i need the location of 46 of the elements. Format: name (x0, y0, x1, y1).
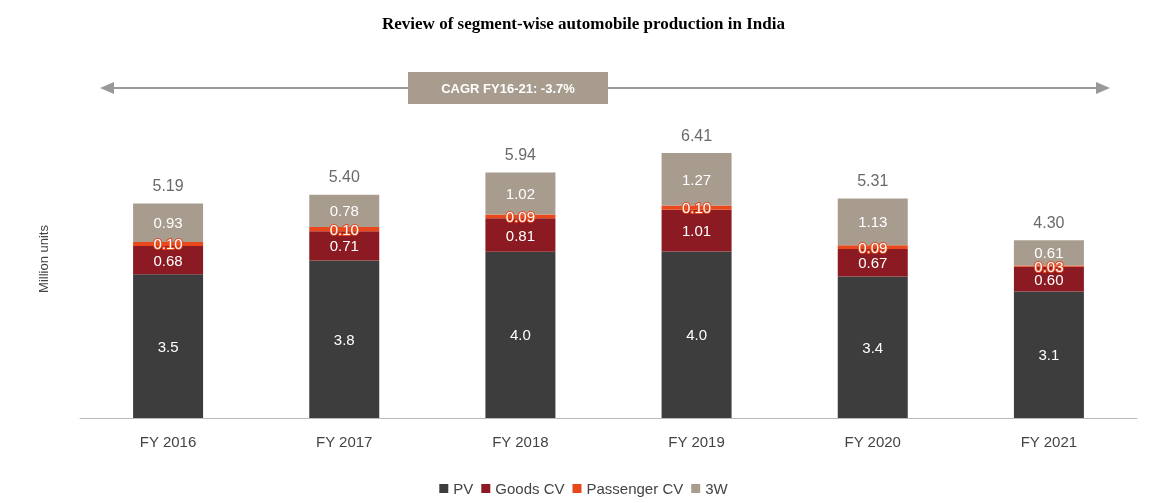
data-label: 0.10 (153, 235, 183, 253)
bar (133, 274, 204, 418)
text: CAGR FY16-21: -3.7% (408, 72, 608, 104)
data-label: 3.4 (862, 338, 884, 356)
data-label: 1.13 (858, 213, 888, 231)
chart-title: Review of segment-wise automobile production in India (382, 14, 786, 33)
data-label: 4.0 (686, 326, 708, 344)
data-label: 1.02 (505, 185, 536, 203)
legend-label: Passenger CV (586, 480, 684, 497)
data-label: 1.27 (681, 170, 712, 188)
data-label: 0.09 (505, 207, 536, 225)
bar (1013, 291, 1084, 418)
data-label: 3.8 (333, 330, 355, 348)
legend-label: 3W (705, 480, 729, 497)
y-axis-title: Million units (36, 224, 51, 293)
total-label: 6.41 (681, 126, 713, 144)
data-label: 0.78 (329, 202, 359, 220)
data-label: 0.67 (858, 254, 888, 272)
data-label: 4.0 (509, 326, 531, 344)
x-tick-label: FY 2021 (1020, 433, 1078, 450)
total-label: 5.40 (328, 168, 360, 186)
x-tick-label: FY 2016 (139, 433, 197, 450)
bar (661, 251, 732, 418)
legend-label: PV (453, 480, 474, 497)
data-label: 0.10 (681, 199, 712, 217)
data-label: 3.5 (157, 337, 179, 355)
data-label: 0.68 (153, 251, 183, 269)
data-label: 0.71 (329, 237, 359, 255)
data-label: 0.93 (153, 214, 183, 232)
total-label: 5.31 (857, 171, 889, 189)
x-tick-label: FY 2020 (844, 433, 901, 450)
data-label: 1.01 (681, 222, 712, 240)
total-label: 5.19 (152, 176, 184, 194)
x-tick-label: FY 2018 (492, 433, 549, 450)
x-tick-label: FY 2017 (316, 433, 373, 450)
data-label: 0.09 (858, 238, 888, 256)
data-label: 0.81 (505, 226, 536, 244)
bar (485, 251, 556, 418)
data-label: 0.10 (329, 220, 359, 238)
data-label: 3.1 (1038, 346, 1060, 364)
total-label: 5.94 (504, 145, 537, 163)
total-label: 4.30 (1033, 213, 1065, 231)
legend-label: Goods CV (495, 480, 565, 497)
bar (837, 276, 908, 418)
x-tick-label: FY 2019 (668, 433, 725, 450)
bar (309, 260, 380, 418)
